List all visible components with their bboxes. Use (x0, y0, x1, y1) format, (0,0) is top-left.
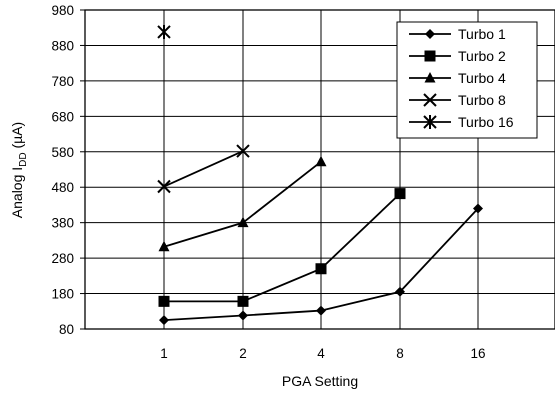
point-square (424, 50, 436, 62)
y-axis-title-unit: (µA) (9, 122, 25, 153)
data-point (315, 155, 327, 167)
point-triangle (158, 240, 170, 252)
y-axis-title-main: Analog I (9, 167, 25, 218)
y-tick-label: 780 (51, 74, 74, 89)
data-point (157, 24, 171, 39)
data-point (394, 188, 406, 200)
x-tick-label: 4 (317, 346, 325, 361)
plot-frame (84, 9, 555, 330)
y-axis-title-subscript: DD (18, 152, 29, 166)
legend-item: Turbo 2 (409, 48, 506, 64)
y-tick-labels: 80 180 280 380 480 580 680 780 880 980 (51, 3, 85, 337)
series-turbo-2 (158, 188, 406, 307)
point-diamond (238, 310, 248, 321)
data-point (424, 72, 436, 83)
series-line (163, 150, 244, 188)
point-square (237, 295, 249, 307)
legend-label: Turbo 2 (458, 48, 506, 64)
y-tick-label: 180 (51, 287, 74, 302)
data-point (425, 29, 435, 39)
point-diamond (425, 29, 435, 39)
point-triangle (315, 155, 327, 167)
data-point (423, 93, 437, 107)
series-lines (157, 24, 483, 326)
data-point (238, 310, 248, 321)
data-point (395, 286, 405, 297)
y-axis-title: Analog IDD (µA) (9, 122, 29, 218)
point-square (394, 188, 406, 200)
x-axis-title: PGA Setting (282, 373, 358, 389)
legend-label: Turbo 16 (458, 114, 514, 130)
y-tick-label: 680 (51, 109, 74, 124)
legend-label: Turbo 1 (458, 26, 506, 42)
data-point (424, 50, 436, 62)
point-x-stroke (423, 93, 437, 107)
data-point (237, 216, 249, 228)
legend-label: Turbo 8 (458, 92, 506, 108)
point-diamond (159, 315, 169, 326)
x-tick-label: 16 (470, 346, 485, 361)
legend-item: Turbo 4 (409, 70, 506, 86)
series-turbo-16 (157, 24, 171, 39)
point-triangle (424, 72, 436, 83)
legend-label: Turbo 4 (458, 70, 506, 86)
data-point (315, 263, 327, 275)
x-tick-label: 8 (396, 346, 404, 361)
legend-item: Turbo 8 (409, 92, 506, 108)
point-diamond (473, 203, 483, 214)
legend: Turbo 1 Turbo 2 Turbo 4 Turbo 8 Turbo 16 (396, 21, 538, 139)
series-turbo-1 (159, 203, 483, 326)
y-tick-label: 480 (51, 180, 74, 195)
point-x-stroke (157, 179, 171, 194)
y-tick-label: 80 (59, 322, 74, 337)
y-tick-label: 280 (51, 251, 74, 266)
point-diamond (395, 286, 405, 297)
series-line (164, 192, 401, 303)
data-point (423, 115, 437, 129)
legend-item: Turbo 1 (409, 26, 506, 42)
point-diamond (316, 305, 326, 316)
data-point (158, 295, 170, 307)
x-tick-labels: 1 2 4 8 16 (160, 346, 485, 361)
y-tick-label: 580 (51, 145, 74, 160)
point-x-stroke (236, 144, 250, 158)
data-point (158, 240, 170, 252)
data-point (159, 315, 169, 326)
legend-box (396, 21, 538, 139)
data-point (237, 295, 249, 307)
data-point (157, 179, 171, 194)
y-tick-label: 380 (51, 216, 74, 231)
x-tick-label: 1 (160, 346, 168, 361)
x-tick-label: 2 (239, 346, 247, 361)
point-square (158, 295, 170, 307)
data-point (473, 203, 483, 214)
y-tick-label: 980 (51, 3, 74, 18)
legend-item: Turbo 16 (409, 114, 514, 130)
series-turbo-4 (158, 155, 327, 252)
data-point (236, 144, 250, 158)
data-point (316, 305, 326, 316)
point-triangle (237, 216, 249, 228)
series-turbo-8 (157, 144, 250, 194)
point-square (315, 263, 327, 275)
y-tick-label: 880 (51, 38, 74, 53)
